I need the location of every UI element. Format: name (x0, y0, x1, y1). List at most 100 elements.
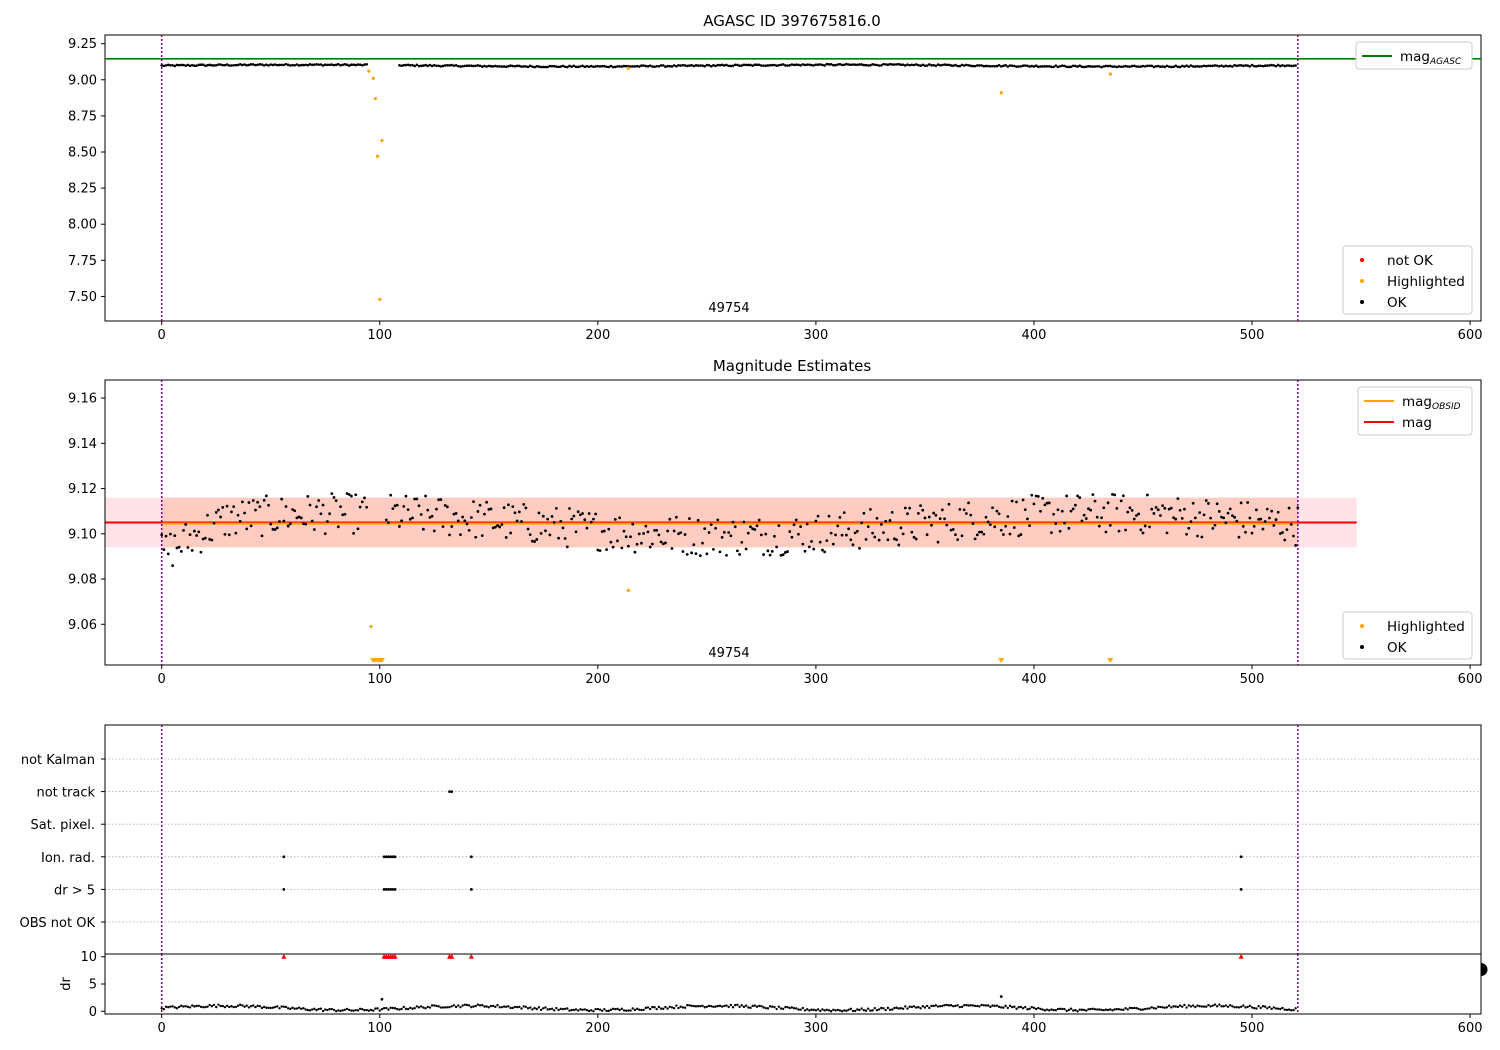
dr-point (1087, 1008, 1090, 1011)
ok-point (917, 63, 920, 67)
dr-point (1194, 1005, 1197, 1009)
dr-point (633, 1008, 637, 1012)
dr-point (1141, 1008, 1145, 1011)
dr-point (415, 1005, 419, 1008)
obsid-label: 49754 (708, 301, 749, 316)
ok-point (1111, 493, 1114, 496)
ok-point (624, 535, 628, 539)
ok-point (537, 65, 541, 68)
dr-point (413, 1006, 416, 1010)
ok-point (794, 63, 798, 66)
ok-point (452, 512, 456, 516)
dr-point (607, 1009, 610, 1013)
dr-point (856, 1008, 859, 1011)
dr-point (319, 1007, 323, 1010)
ok-point (256, 63, 259, 67)
ok-point (345, 492, 349, 495)
dr-point (1213, 1003, 1217, 1006)
ok-point (746, 63, 750, 67)
flag-point (1239, 855, 1243, 859)
ok-point (1146, 64, 1149, 68)
ok-point (1150, 64, 1154, 68)
ok-point (528, 533, 532, 537)
ok-point (358, 505, 362, 509)
ok-point (552, 521, 556, 524)
ok-point (786, 64, 789, 67)
ok-point (415, 63, 419, 67)
dr-point (1041, 1008, 1044, 1011)
ok-point (862, 63, 866, 67)
ok-point (644, 64, 648, 68)
dr-point (1102, 1009, 1105, 1012)
ok-point (494, 64, 497, 68)
dr-point (439, 1006, 443, 1009)
ok-point (1193, 516, 1197, 520)
ok-point (1296, 506, 1300, 510)
dr-point (893, 1006, 896, 1010)
dr-point (1126, 1008, 1129, 1011)
dr-point (1130, 1006, 1134, 1010)
ok-point (616, 65, 619, 68)
ok-point (1050, 65, 1053, 69)
ok-point (1263, 64, 1267, 68)
ok-point (899, 63, 903, 67)
ok-point (1222, 516, 1226, 520)
ok-point (1283, 538, 1287, 542)
dr-point (694, 1005, 698, 1008)
dr-point (1290, 1009, 1293, 1012)
ok-point (895, 63, 898, 66)
ok-point (640, 64, 643, 67)
dr-point (1165, 1006, 1169, 1009)
dr-point (330, 1007, 333, 1011)
ok-point (934, 64, 938, 68)
ok-point (932, 511, 936, 515)
ok-point (1228, 507, 1232, 511)
dr-point (212, 1003, 216, 1007)
flag-point (1239, 888, 1243, 891)
ok-point (982, 64, 986, 68)
dr-point (1242, 1004, 1245, 1007)
ok-point (842, 511, 846, 515)
dr-point (419, 1005, 423, 1008)
ok-point (352, 531, 355, 535)
dr-point (1191, 1004, 1195, 1007)
y-tick-label: 8.75 (68, 109, 97, 124)
ok-point (432, 63, 436, 67)
ok-point (1233, 63, 1236, 67)
ok-point (480, 534, 484, 538)
ok-point (175, 63, 179, 67)
dr-point (228, 1005, 231, 1009)
dr-point (339, 1009, 342, 1013)
ok-point (997, 63, 1001, 67)
y-tick-label: 7.75 (68, 254, 97, 269)
dr-point (941, 1004, 944, 1008)
ok-point (336, 525, 340, 529)
dr-point (245, 1004, 248, 1007)
flag-point (387, 888, 390, 891)
ok-point (179, 549, 183, 553)
ok-point (219, 515, 222, 519)
ok-point (897, 62, 901, 66)
ok-point (814, 519, 818, 523)
ok-point (618, 516, 622, 520)
ok-point (365, 62, 368, 66)
ok-point (280, 63, 283, 67)
ok-point (1122, 65, 1125, 68)
ok-point (949, 528, 953, 532)
ok-point (642, 532, 646, 535)
dr-point (1257, 1004, 1260, 1008)
ok-point (1076, 494, 1079, 498)
ok-point (323, 532, 327, 536)
dr-point (463, 1003, 467, 1006)
ok-point (173, 534, 177, 538)
y-tick-label: 9.00 (68, 73, 97, 88)
dr-point (230, 1005, 233, 1008)
ok-point (725, 63, 728, 67)
ok-point (454, 64, 458, 67)
ok-point (439, 498, 443, 501)
ok-point (1246, 501, 1250, 504)
dr-point (197, 1004, 200, 1007)
ok-point (365, 505, 369, 509)
ok-point (404, 63, 408, 67)
ok-point (888, 519, 892, 522)
